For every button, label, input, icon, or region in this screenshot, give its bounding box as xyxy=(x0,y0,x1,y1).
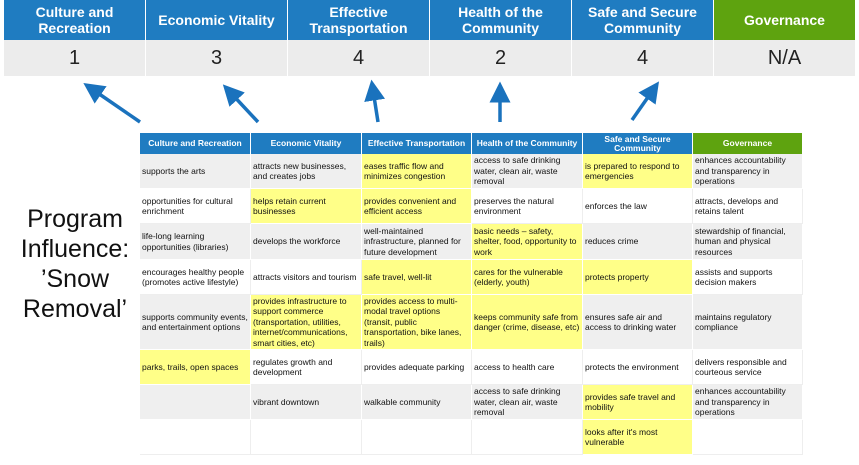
table-cell: maintains regulatory compliance xyxy=(693,295,803,350)
banner-score: N/A xyxy=(714,40,856,76)
banner-score: 4 xyxy=(572,40,714,76)
banner-score: 2 xyxy=(430,40,572,76)
table-cell: safe travel, well-lit xyxy=(362,260,472,295)
banner-header: Effective Transportation xyxy=(288,0,430,40)
table-cell: preserves the natural environment xyxy=(472,189,583,224)
arrow-icon xyxy=(83,83,141,124)
table-cell: stewardship of financial, human and phys… xyxy=(693,224,803,260)
score-banner: Culture and Recreation 1 Economic Vitality… xyxy=(4,0,856,76)
table-cell: supports community events, and entertain… xyxy=(140,295,251,350)
table-cell: assists and supports decision makers xyxy=(693,260,803,295)
label-line: Program xyxy=(27,205,123,233)
table-cell: cares for the vulnerable (elderly, youth… xyxy=(472,260,583,295)
table-header: Economic Vitality xyxy=(251,133,362,154)
table-cell: provides convenient and efficient access xyxy=(362,189,472,224)
table-header: Safe and Secure Community xyxy=(583,133,693,154)
arrow-icon xyxy=(222,84,260,124)
table-cell: vibrant downtown xyxy=(251,385,362,420)
table-cell: reduces crime xyxy=(583,224,693,260)
table-cell: provides safe travel and mobility xyxy=(583,385,693,420)
table-cell: supports the arts xyxy=(140,154,251,189)
table-cell: enhances accountability and transparency… xyxy=(693,385,803,420)
banner-header: Economic Vitality xyxy=(146,0,288,40)
table-cell: basic needs – safety, shelter, food, opp… xyxy=(472,224,583,260)
table-header: Health of the Community xyxy=(472,133,583,154)
label-line: ’Snow xyxy=(40,265,110,293)
table-header: Governance xyxy=(693,133,803,154)
table-cell: develops the workforce xyxy=(251,224,362,260)
table-cell: delivers responsible and courteous servi… xyxy=(693,350,803,385)
arrow-icon xyxy=(630,81,660,122)
banner-score: 1 xyxy=(4,40,146,76)
table-cell xyxy=(472,420,583,455)
table-cell: walkable community xyxy=(362,385,472,420)
table-cell xyxy=(693,420,803,455)
label-line: Influence: xyxy=(20,235,130,263)
banner-header: Governance xyxy=(714,0,856,40)
table-cell: enforces the law xyxy=(583,189,693,224)
table-header: Culture and Recreation xyxy=(140,133,251,154)
table-cell: helps retain current businesses xyxy=(251,189,362,224)
banner-header: Culture and Recreation xyxy=(4,0,146,40)
table-cell: regulates growth and development xyxy=(251,350,362,385)
table-cell: provides infrastructure to support comme… xyxy=(251,295,362,350)
table-cell: enhances accountability and transparency… xyxy=(693,154,803,189)
table-cell: access to health care xyxy=(472,350,583,385)
label-line: Removal’ xyxy=(22,295,128,323)
program-influence-label: Program Influence: ’Snow Removal’ xyxy=(0,204,150,324)
table-cell: access to safe drinking water, clean air… xyxy=(472,154,583,189)
table-cell: well-maintained infrastructure, planned … xyxy=(362,224,472,260)
table-cell: keeps community safe from danger (crime,… xyxy=(472,295,583,350)
table-cell: access to safe drinking water, clean air… xyxy=(472,385,583,420)
table-cell xyxy=(140,420,251,455)
table-cell: looks after it's most vulnerable xyxy=(583,420,693,455)
banner-score: 4 xyxy=(288,40,430,76)
table-cell xyxy=(362,420,472,455)
banner-header: Safe and Secure Community xyxy=(572,0,714,40)
table-cell: provides access to multi-modal travel op… xyxy=(362,295,472,350)
table-cell: life-long learning opportunities (librar… xyxy=(140,224,251,260)
table-cell: ensures safe air and access to drinking … xyxy=(583,295,693,350)
influence-table: Culture and Recreation Economic Vitality E… xyxy=(140,133,803,455)
table-cell: attracts visitors and tourism xyxy=(251,260,362,295)
table-cell: eases traffic flow and minimizes congest… xyxy=(362,154,472,189)
table-cell: attracts new businesses, and creates job… xyxy=(251,154,362,189)
banner-header: Health of the Community xyxy=(430,0,572,40)
table-cell: protects the environment xyxy=(583,350,693,385)
table-cell: provides adequate parking xyxy=(362,350,472,385)
table-cell: opportunities for cultural enrichment xyxy=(140,189,251,224)
table-header: Effective Transportation xyxy=(362,133,472,154)
table-cell xyxy=(251,420,362,455)
table-cell: is prepared to respond to emergencies xyxy=(583,154,693,189)
table-cell: protects property xyxy=(583,260,693,295)
table-cell xyxy=(140,385,251,420)
banner-score: 3 xyxy=(146,40,288,76)
arrow-icon xyxy=(364,79,385,123)
table-cell: attracts, develops and retains talent xyxy=(693,189,803,224)
table-cell: parks, trails, open spaces xyxy=(140,350,251,385)
table-cell: encourages healthy people (promotes acti… xyxy=(140,260,251,295)
